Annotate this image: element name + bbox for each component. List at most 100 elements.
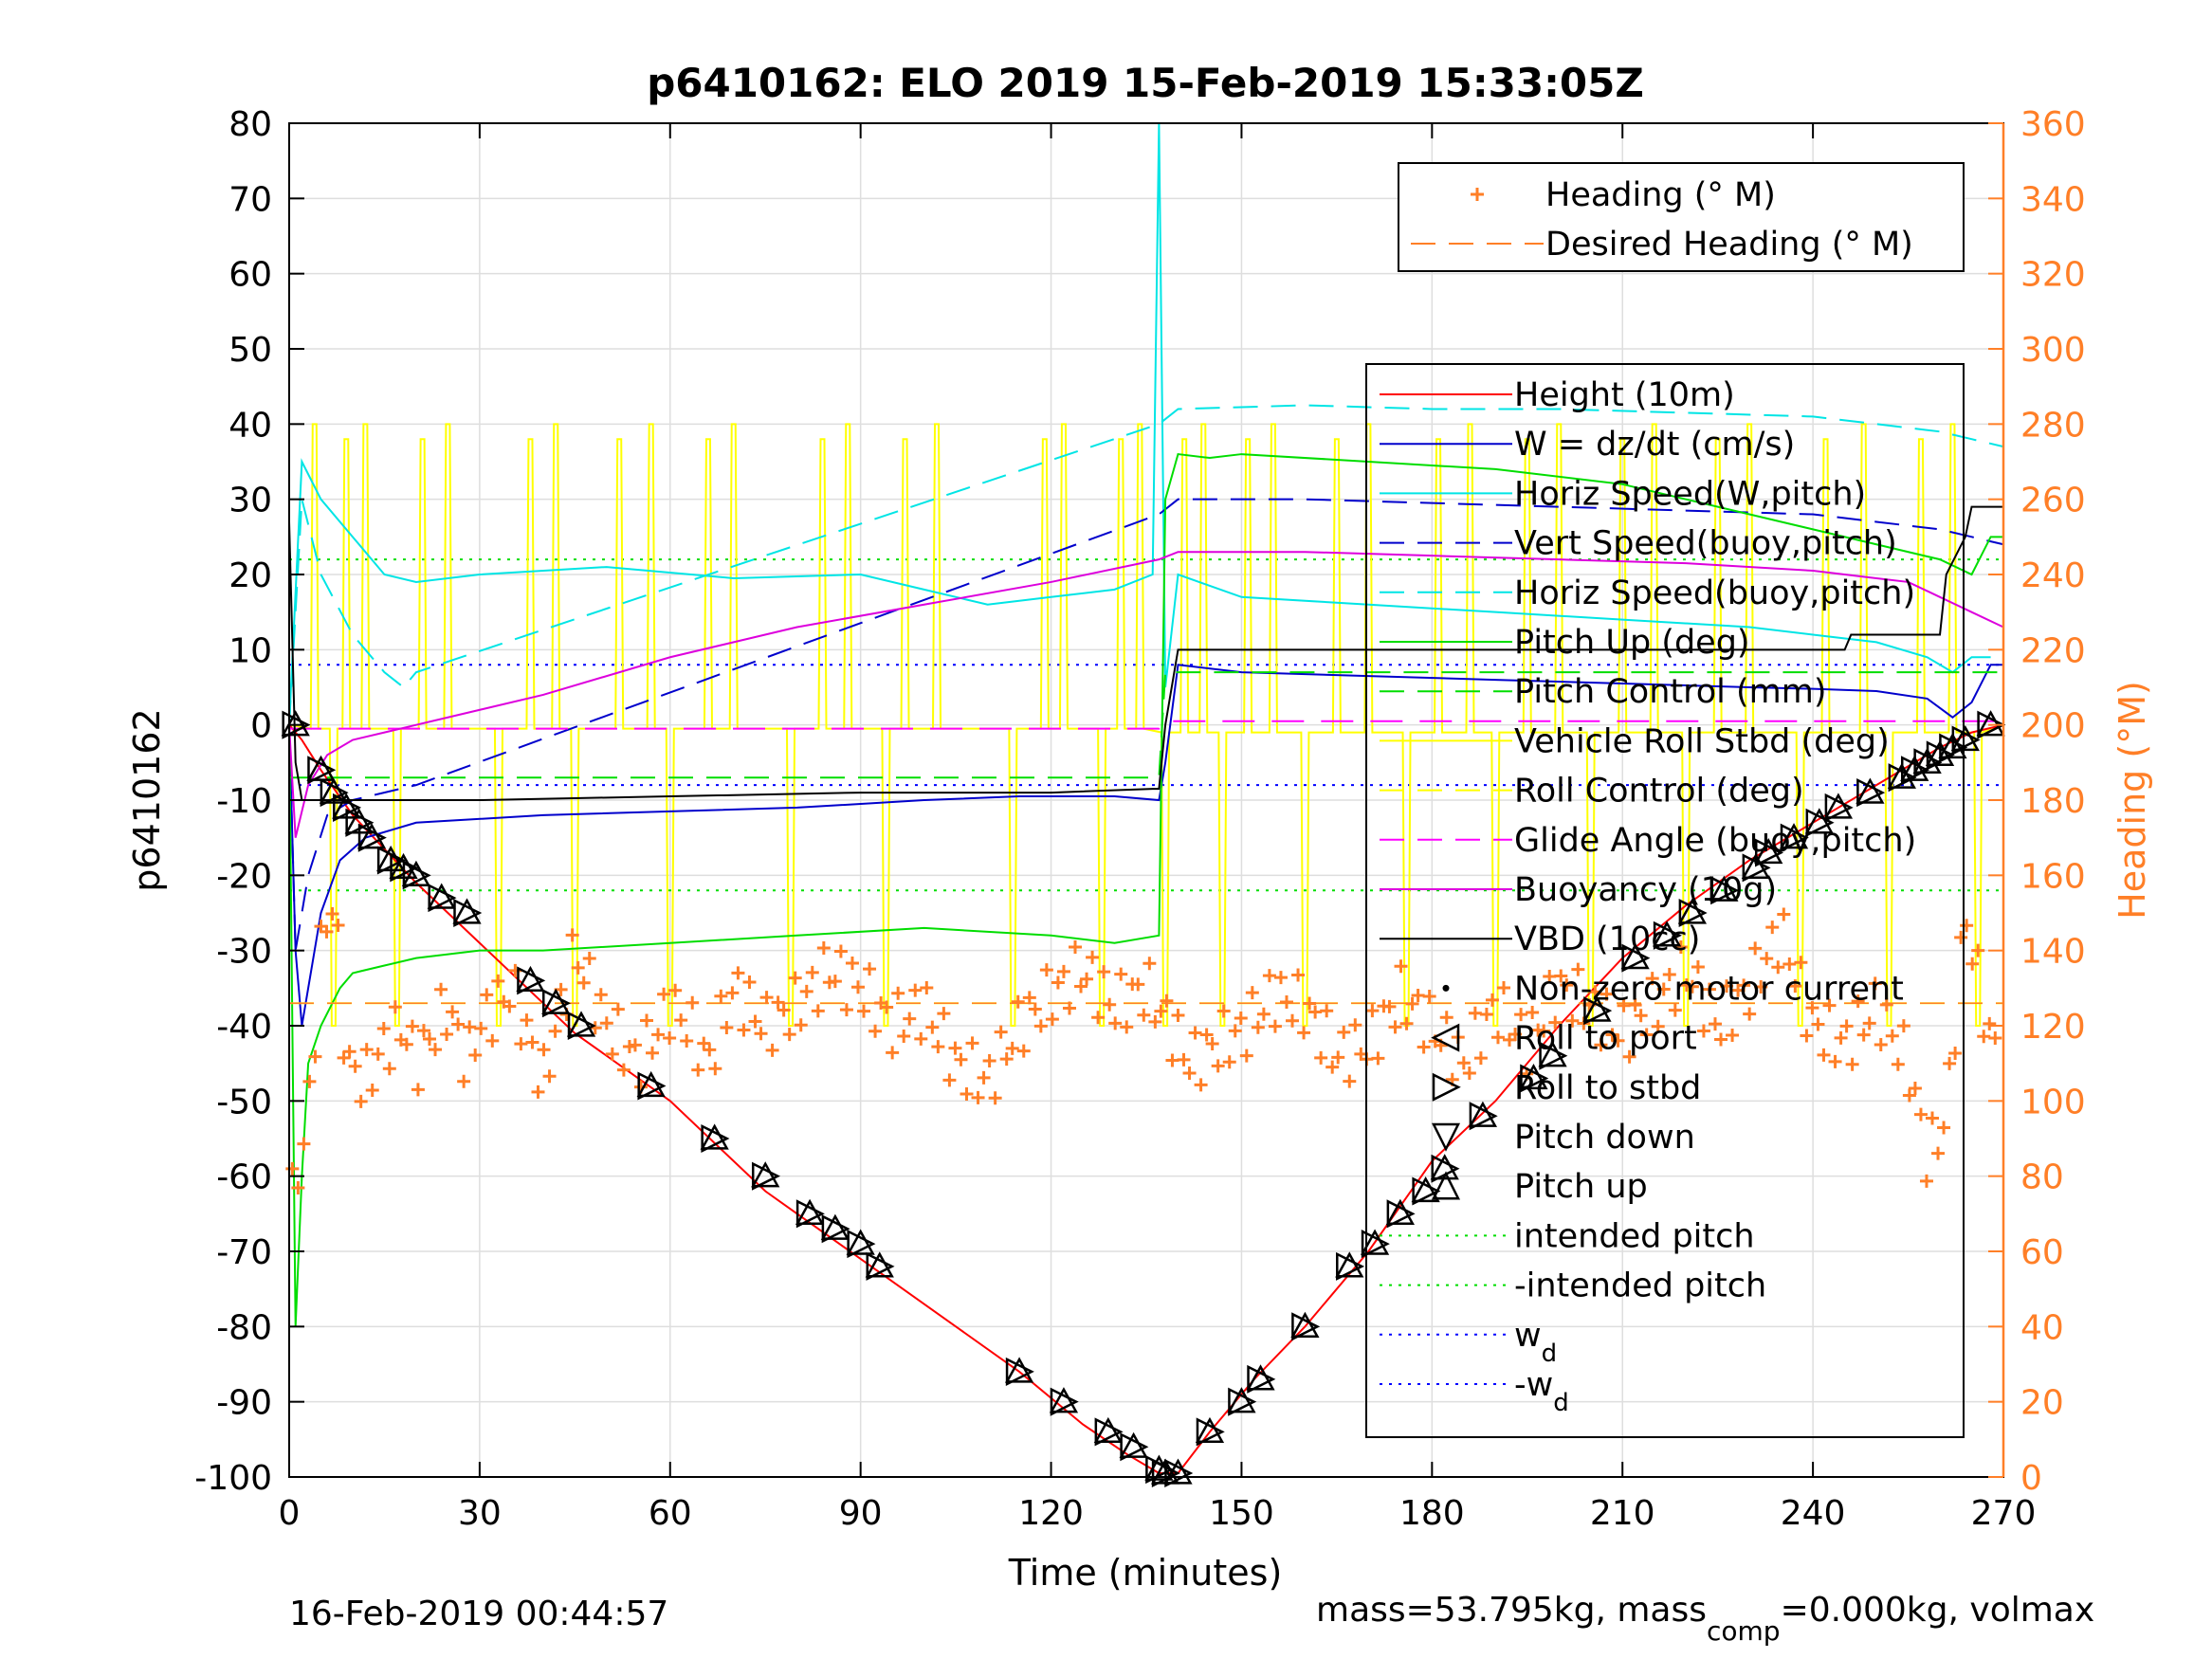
x-tick-label: 240 [1781,1494,1846,1533]
pitch-marker [1227,1387,1256,1413]
heading-point [325,907,339,921]
heading-point [1279,995,1293,1010]
heading-point [1834,1030,1848,1045]
heading-point [1337,1025,1351,1039]
heading-point [1182,1066,1197,1081]
pitch-marker [401,860,431,886]
heading-point [1303,996,1317,1011]
y-axis-label-right: Heading (°M) [2111,681,2153,920]
x-tick-label: 150 [1209,1494,1274,1533]
heading-point [868,1024,883,1038]
roll-marker [1247,1364,1276,1394]
heading-point [1069,940,1082,955]
legend-main-label: -intended pitch [1514,1267,1766,1305]
heading-point [1691,959,1705,974]
heading-point [1314,1050,1328,1065]
y-tick-label-right: 240 [2020,556,2086,595]
series-pitch-up-deg [288,452,2003,1327]
heading-point [1062,1001,1076,1015]
heading-point [463,1020,477,1034]
roll-marker [453,898,483,928]
heading-point [1388,1020,1402,1034]
heading-point [429,1043,443,1057]
pitch-marker [1950,724,1980,752]
heading-point [520,1013,534,1028]
y-tick-label-right: 160 [2020,857,2086,896]
heading-point [994,1025,1008,1039]
legend-sample-marker [1432,1072,1461,1102]
pitch-marker [1912,747,1942,774]
heading-point [1262,969,1276,983]
heading-point [794,1018,808,1032]
pitch-marker [1677,898,1708,924]
heading-point [942,1073,957,1087]
heading-point [1617,998,1631,1012]
heading-point [382,1062,396,1076]
roll-marker [1361,1230,1390,1259]
heading-point [1737,978,1751,993]
heading-point [1045,1012,1059,1027]
roll-marker [1653,921,1682,950]
heading-point [1462,1066,1476,1080]
y-tick-label-left: -70 [216,1233,272,1272]
y-tick-label-left: -90 [216,1384,272,1423]
heading-point [1399,1016,1414,1030]
y-tick-label-left: 80 [229,105,272,144]
heading-point [1543,969,1557,983]
heading-point [1108,1016,1123,1030]
heading-point [999,1052,1014,1066]
y-tick-label-right: 100 [2020,1083,2086,1121]
heading-point [691,1063,705,1077]
heading-point [1056,964,1070,978]
heading-point [1565,1013,1580,1028]
heading-point [1845,1057,1859,1071]
x-tick-label: 270 [1971,1494,2037,1533]
heading-point [1885,1029,1899,1043]
heading-point [1228,1024,1242,1038]
heading-point [1131,977,1145,992]
heading-point [1777,907,1791,921]
legend-main-label-sub: d [1553,1389,1569,1417]
roll-marker [1856,778,1886,808]
heading-point [931,1040,945,1054]
y-tick-label-right: 360 [2020,105,2086,144]
heading-point [576,975,591,990]
heading-point [1760,952,1774,966]
legend-sample-marker [1431,1122,1461,1152]
roll-marker [567,1011,596,1041]
heading-point [1708,1017,1722,1031]
pitch-marker [1163,1458,1193,1485]
pitch-marker [751,1161,780,1188]
heading-point [1286,1013,1300,1028]
heading-point [828,975,842,989]
footer-mass-part1: mass=53.795kg, mass [1316,1591,1707,1630]
heading-point [731,966,745,980]
heading-point [1954,930,1968,944]
heading-point [1120,1020,1134,1034]
heading-point [531,1085,545,1099]
heading-point [1645,972,1659,986]
heading-point [765,1043,779,1057]
roll-marker [1780,823,1809,852]
legend-top-label: Desired Heading (° M) [1545,226,1913,264]
heading-point [788,971,802,985]
heading-point [948,1041,962,1055]
y-tick-label-left: -80 [216,1308,272,1347]
heading-point [651,1028,666,1042]
y-tick-label-right: 40 [2020,1308,2064,1347]
roll-marker [847,1230,876,1259]
x-axis-label: Time (minutes) [1008,1552,1283,1594]
heading-point [571,960,585,975]
heading-point [1011,994,1025,1009]
heading-point [1160,994,1174,1008]
heading-point [668,983,683,997]
heading-point [1097,965,1111,979]
heading-point [1016,1044,1031,1058]
roll-marker [866,1251,895,1281]
heading-point [811,1004,825,1018]
pitch-marker [1620,943,1650,970]
heading-point [1343,1074,1357,1088]
axes: 0 30 60 90 120 150 180 210 240 270-100-90-80-70-6… [194,105,2085,1533]
heading-point [914,1031,928,1046]
heading-point [1188,1026,1202,1040]
